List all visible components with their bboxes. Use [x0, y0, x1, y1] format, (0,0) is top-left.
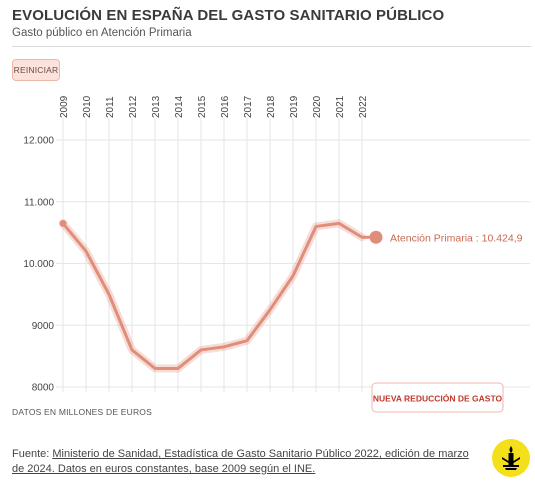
- y-tick-label: 9000: [32, 321, 55, 332]
- x-tick-label: 2014: [174, 95, 185, 118]
- series-glow: [59, 219, 366, 373]
- chart-subtitle: Gasto público en Atención Primaria: [12, 27, 192, 39]
- x-tick-label: 2009: [59, 95, 70, 118]
- amnesty-candle-icon: [502, 446, 520, 470]
- x-tick-label: 2010: [82, 95, 93, 118]
- x-tick-label: 2022: [358, 95, 369, 118]
- annotation-label: NUEVA REDUCCIÓN DE GASTO: [373, 393, 503, 404]
- series-line: [61, 221, 364, 370]
- x-tick-label: 2021: [335, 95, 346, 118]
- header-divider: [12, 46, 531, 47]
- annotation-box: NUEVA REDUCCIÓN DE GASTO: [371, 382, 504, 413]
- y-tick-label: 10.000: [23, 259, 54, 270]
- y-tick-label: 12.000: [23, 136, 54, 147]
- grid-lines: [56, 118, 530, 392]
- source-prefix: Fuente:: [12, 448, 53, 460]
- x-tick-label: 2019: [289, 95, 300, 118]
- x-tick-label: 2018: [266, 95, 277, 118]
- x-tick-label: 2015: [197, 95, 208, 118]
- y-tick-label: 8000: [32, 383, 55, 394]
- x-tick-label: 2017: [243, 95, 254, 118]
- source-note: Fuente: Ministerio de Sanidad, Estadísti…: [12, 447, 482, 477]
- x-tick-label: 2012: [128, 95, 139, 118]
- units-note: DATOS EN MILLONES DE EUROS: [12, 407, 152, 417]
- amnesty-logo: [492, 439, 530, 477]
- annotation-frame: [371, 382, 504, 413]
- x-tick-label: 2013: [151, 95, 162, 118]
- end-point: [369, 230, 383, 244]
- x-tick-label: 2011: [105, 96, 116, 118]
- end-label: Atención Primaria : 10.424,9: [390, 232, 523, 244]
- y-tick-label: 11.000: [24, 197, 54, 208]
- source-link[interactable]: Ministerio de Sanidad, Estadística de Ga…: [12, 448, 469, 475]
- reset-button[interactable]: REINICIAR: [12, 59, 60, 81]
- x-tick-label: 2020: [312, 95, 323, 118]
- start-point: [59, 219, 67, 227]
- chart-title: EVOLUCIÓN EN ESPAÑA DEL GASTO SANITARIO …: [12, 7, 445, 24]
- x-tick-label: 2016: [220, 95, 231, 118]
- line-chart: 2009 2010 2011 2012 2013 2014 2015 2016 2017 2018…: [23, 95, 530, 413]
